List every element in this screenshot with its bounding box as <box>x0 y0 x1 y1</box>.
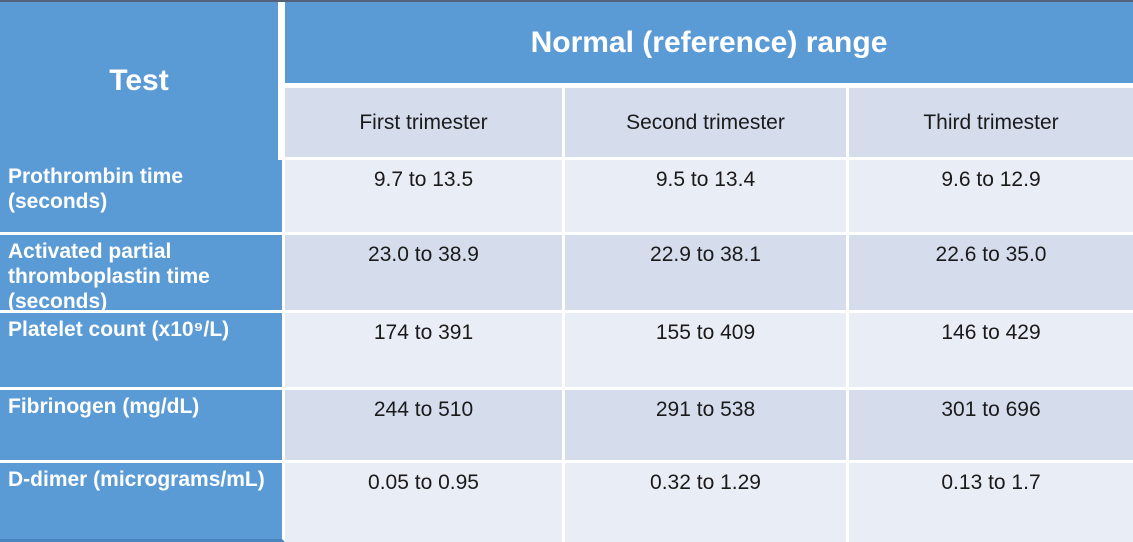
row-label-prothrombin-time-seconds: Prothrombin time (seconds) <box>0 160 285 235</box>
test-column-header: Test <box>0 2 285 160</box>
value-cell: 174 to 391 <box>285 313 565 390</box>
value-cell: 244 to 510 <box>285 390 565 463</box>
column-header-third-trimester: Third trimester <box>849 88 1133 160</box>
value-cell: 0.13 to 1.7 <box>849 463 1133 542</box>
value-text: 174 to 391 <box>373 321 474 344</box>
row-label-activated-partial-thromboplast: Activated partial thromboplastin time (s… <box>0 235 285 313</box>
value-text: 146 to 429 <box>941 321 1041 344</box>
row-label-text: Prothrombin time (seconds) <box>8 165 184 213</box>
row-label-fibrinogen-mg-dl: Fibrinogen (mg/dL) <box>0 390 285 463</box>
value-text: 0.32 to 1.29 <box>650 471 761 494</box>
value-text: 23.0 to 38.9 <box>368 243 479 266</box>
value-cell: 22.6 to 35.0 <box>849 235 1133 313</box>
value-cell: 291 to 538 <box>565 390 849 463</box>
test-column-header-label: Test <box>109 64 169 97</box>
row-label-platelet-count-x10-l: Platelet count (x10⁹/L) <box>0 313 285 390</box>
value-cell: 23.0 to 38.9 <box>285 235 565 313</box>
normal-range-header: Normal (reference) range <box>285 2 1133 88</box>
value-text: 0.13 to 1.7 <box>941 471 1041 494</box>
value-cell: 301 to 696 <box>849 390 1133 463</box>
column-header-label: Second trimester <box>626 110 785 134</box>
value-text: 9.7 to 13.5 <box>373 168 474 191</box>
value-cell: 9.6 to 12.9 <box>849 160 1133 235</box>
column-header-label: First trimester <box>359 110 488 134</box>
value-text: 301 to 696 <box>941 398 1041 421</box>
value-text: 9.5 to 13.4 <box>655 168 756 191</box>
row-label-d-dimer-micrograms-ml: D-dimer (micrograms/mL) <box>0 463 285 542</box>
column-header-second-trimester: Second trimester <box>565 88 849 160</box>
value-text: 155 to 409 <box>655 321 756 344</box>
row-label-text: Platelet count (x10⁹/L) <box>8 318 230 341</box>
normal-range-header-label: Normal (reference) range <box>530 25 888 59</box>
value-cell: 0.05 to 0.95 <box>285 463 565 542</box>
value-text: 22.6 to 35.0 <box>935 243 1047 266</box>
value-text: 244 to 510 <box>373 398 474 421</box>
value-text: 291 to 538 <box>655 398 756 421</box>
value-cell: 9.5 to 13.4 <box>565 160 849 235</box>
value-text: 0.05 to 0.95 <box>368 471 479 494</box>
row-label-text: D-dimer (micrograms/mL) <box>8 468 265 491</box>
column-header-label: Third trimester <box>923 110 1059 134</box>
column-header-first-trimester: First trimester <box>285 88 565 160</box>
value-cell: 22.9 to 38.1 <box>565 235 849 313</box>
value-text: 22.9 to 38.1 <box>650 243 761 266</box>
row-label-text: Activated partial thromboplastin time (s… <box>8 240 210 313</box>
value-cell: 155 to 409 <box>565 313 849 390</box>
value-cell: 9.7 to 13.5 <box>285 160 565 235</box>
value-cell: 0.32 to 1.29 <box>565 463 849 542</box>
row-label-text: Fibrinogen (mg/dL) <box>8 395 200 418</box>
value-cell: 146 to 429 <box>849 313 1133 390</box>
value-text: 9.6 to 12.9 <box>941 168 1041 191</box>
